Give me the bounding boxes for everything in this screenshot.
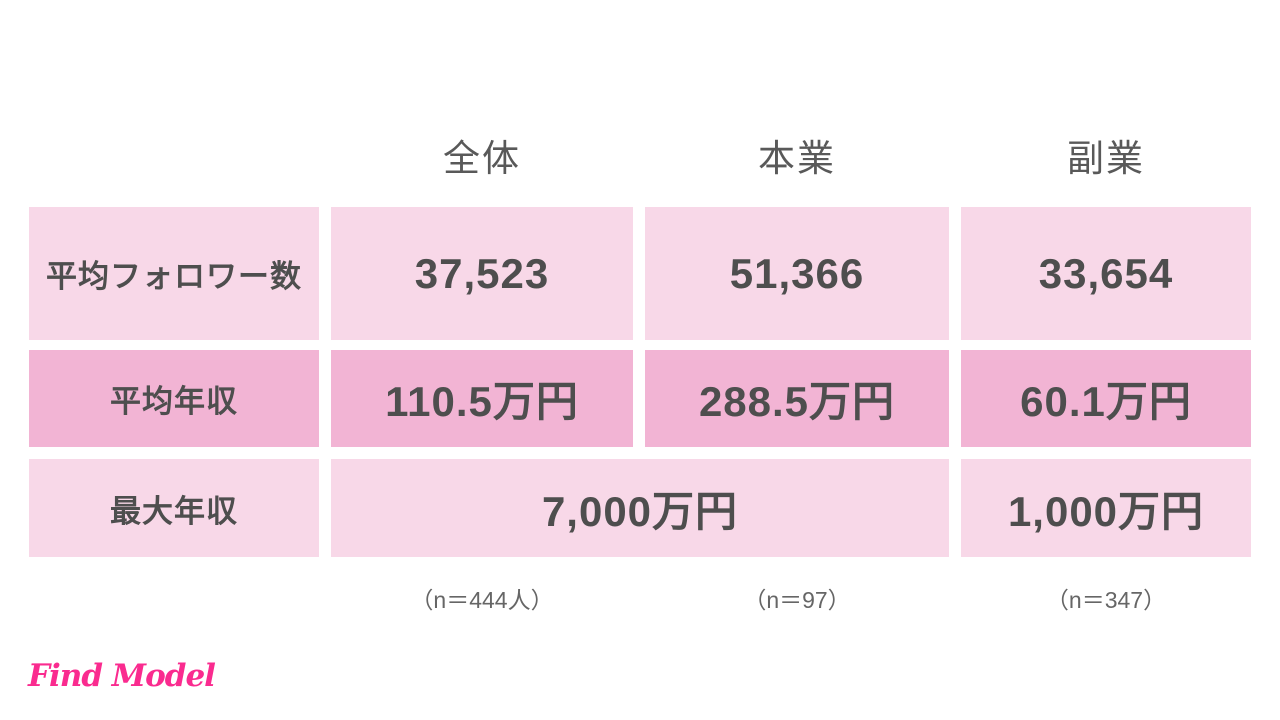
row-average-followers: 平均フォロワー数 37,523 51,366 33,654 <box>29 207 1251 340</box>
row-label-average-followers: 平均フォロワー数 <box>29 207 319 340</box>
row-average-income: 平均年収 110.5万円 288.5万円 60.1万円 <box>29 350 1251 447</box>
sample-size-row: （n＝444人） （n＝97） （n＝347） <box>29 581 1251 615</box>
sample-size-main-job: （n＝97） <box>743 587 851 613</box>
value-average-followers-side-job: 33,654 <box>961 207 1251 340</box>
find-model-logo: Find Model <box>28 658 216 694</box>
value-average-income-side-job: 60.1万円 <box>961 350 1251 447</box>
value-average-income-overall: 110.5万円 <box>331 350 633 447</box>
column-header-overall: 全体 <box>443 138 521 179</box>
row-label-average-income: 平均年収 <box>29 350 319 447</box>
column-header-spacer <box>29 119 319 191</box>
column-header-side-job: 副業 <box>1067 138 1145 179</box>
value-average-income-main-job: 288.5万円 <box>645 350 949 447</box>
value-average-followers-overall: 37,523 <box>331 207 633 340</box>
value-max-income-overall-and-main-job: 7,000万円 <box>331 459 949 557</box>
row-max-income: 最大年収 7,000万円 1,000万円 <box>29 459 1251 557</box>
sample-size-overall: （n＝444人） <box>410 587 554 613</box>
income-stats-table: 全体 本業 副業 平均フォロワー数 37,523 51,366 33,654 平… <box>29 119 1251 615</box>
column-header-row: 全体 本業 副業 <box>29 119 1251 191</box>
sample-size-spacer <box>29 581 319 615</box>
column-header-main-job: 本業 <box>758 138 836 179</box>
value-average-followers-main-job: 51,366 <box>645 207 949 340</box>
row-label-max-income: 最大年収 <box>29 459 319 557</box>
sample-size-side-job: （n＝347） <box>1045 587 1167 613</box>
value-max-income-side-job: 1,000万円 <box>961 459 1251 557</box>
